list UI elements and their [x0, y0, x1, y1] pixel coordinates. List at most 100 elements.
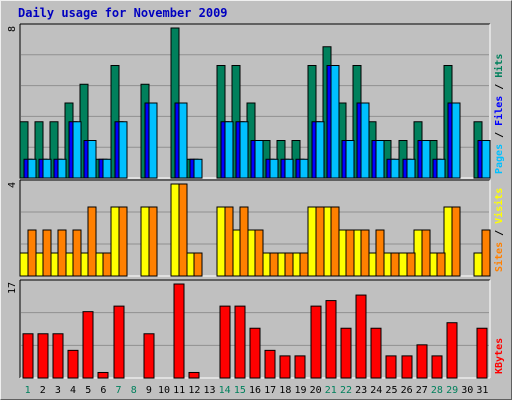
bar-pages-day-6 — [102, 158, 112, 179]
x-tick-label-day-24: 24 — [370, 385, 382, 396]
legend-entry-sites: Sites — [493, 242, 505, 272]
bar-kbytes-day-22 — [340, 327, 352, 379]
bar-sites-day-5 — [87, 206, 97, 277]
legend-middle: Sites / Visits — [493, 188, 505, 272]
legend-entry-visits: Visits — [493, 188, 505, 224]
x-tick-label-day-6: 6 — [100, 385, 106, 396]
bar-sites-day-15 — [239, 206, 249, 277]
legend-entry-hits: Hits — [493, 54, 505, 78]
bar-sites-day-29 — [451, 206, 461, 277]
bar-kbytes-day-9 — [143, 333, 155, 379]
x-tick-label-day-18: 18 — [279, 385, 291, 396]
bar-sites-day-22 — [345, 229, 355, 277]
bar-pages-day-11 — [178, 102, 188, 179]
bar-kbytes-day-7 — [113, 305, 125, 379]
bar-kbytes-day-5 — [82, 311, 94, 379]
x-tick-label-day-31: 31 — [476, 385, 488, 396]
x-tick-label-day-22: 22 — [340, 385, 352, 396]
bar-sites-day-19 — [299, 252, 309, 277]
bar-kbytes-day-26 — [401, 355, 413, 379]
x-tick-label-day-23: 23 — [355, 385, 367, 396]
bar-pages-day-23 — [360, 102, 370, 179]
x-tick-label-day-8: 8 — [131, 385, 137, 396]
bar-pages-day-12 — [193, 158, 203, 179]
bar-kbytes-day-2 — [37, 333, 49, 379]
bar-pages-day-24 — [375, 140, 385, 179]
x-tick-label-day-5: 5 — [85, 385, 91, 396]
bar-sites-day-3 — [57, 229, 67, 277]
bar-sites-day-25 — [390, 252, 400, 277]
bar-kbytes-day-4 — [67, 349, 79, 379]
y-max-label-middle: 4 — [7, 182, 18, 188]
bar-kbytes-day-31 — [476, 327, 488, 379]
bar-kbytes-day-27 — [416, 344, 428, 379]
bar-sites-day-1 — [27, 229, 37, 277]
x-tick-label-day-3: 3 — [55, 385, 61, 396]
bar-pages-day-14 — [224, 121, 234, 179]
bar-sites-day-6 — [102, 252, 112, 277]
y-max-label-top: 8 — [7, 26, 18, 32]
bar-pages-day-9 — [148, 102, 158, 179]
bar-visits-day-9 — [140, 206, 150, 277]
bar-sites-day-14 — [224, 206, 234, 277]
bar-kbytes-day-17 — [264, 349, 276, 379]
bar-pages-day-26 — [406, 158, 416, 179]
x-tick-label-day-20: 20 — [310, 385, 322, 396]
legend-bottom: KBytes — [494, 338, 505, 374]
bar-sites-day-20 — [315, 206, 325, 277]
bar-kbytes-day-12 — [188, 371, 200, 379]
bar-pages-day-16 — [254, 140, 264, 179]
bar-pages-day-19 — [299, 158, 309, 179]
bar-kbytes-day-25 — [385, 355, 397, 379]
legend-entry-kbytes: KBytes — [494, 338, 505, 374]
bar-pages-day-20 — [315, 121, 325, 179]
bar-kbytes-day-21 — [325, 300, 337, 379]
x-tick-label-day-7: 7 — [116, 385, 122, 396]
bar-sites-day-7 — [118, 206, 128, 277]
x-tick-label-day-19: 19 — [294, 385, 306, 396]
bar-pages-day-15 — [239, 121, 249, 179]
bar-visits-day-11 — [170, 183, 180, 277]
bar-visits-day-14 — [216, 206, 226, 277]
bar-sites-day-21 — [330, 206, 340, 277]
x-tick-label-day-9: 9 — [146, 385, 152, 396]
bar-sites-day-11 — [178, 183, 188, 277]
legend-entry-files: Files — [493, 96, 505, 126]
bar-kbytes-day-6 — [97, 371, 109, 379]
bar-kbytes-day-15 — [234, 305, 246, 379]
bar-kbytes-day-19 — [294, 355, 306, 379]
x-tick-label-day-28: 28 — [431, 385, 443, 396]
bar-pages-day-1 — [27, 158, 37, 179]
x-tick-label-day-1: 1 — [25, 385, 31, 396]
x-tick-label-day-27: 27 — [416, 385, 428, 396]
bar-sites-day-16 — [254, 229, 264, 277]
bar-pages-day-27 — [421, 140, 431, 179]
bar-kbytes-day-14 — [219, 305, 231, 379]
bar-kbytes-day-28 — [431, 355, 443, 379]
x-tick-label-day-30: 30 — [461, 385, 473, 396]
x-tick-label-day-2: 2 — [40, 385, 46, 396]
bar-pages-day-28 — [436, 158, 446, 179]
legend-top: Pages / Files / Hits — [493, 54, 505, 174]
bar-kbytes-day-1 — [22, 333, 34, 379]
bar-sites-day-27 — [421, 229, 431, 277]
bar-pages-day-5 — [87, 140, 97, 179]
x-tick-label-day-21: 21 — [325, 385, 337, 396]
x-tick-label-day-15: 15 — [234, 385, 246, 396]
bar-pages-day-31 — [481, 140, 491, 179]
bar-pages-day-4 — [72, 121, 82, 179]
x-tick-label-day-14: 14 — [219, 385, 231, 396]
bar-pages-day-22 — [345, 140, 355, 179]
bar-kbytes-day-20 — [310, 305, 322, 379]
x-tick-label-day-13: 13 — [203, 385, 215, 396]
bar-sites-day-28 — [436, 252, 446, 277]
legend-entry-pages: Pages — [494, 144, 505, 174]
bar-sites-day-9 — [148, 206, 158, 277]
bar-kbytes-day-16 — [249, 327, 261, 379]
bar-kbytes-day-3 — [52, 333, 64, 379]
bar-pages-day-17 — [269, 158, 279, 179]
x-tick-label-day-12: 12 — [188, 385, 200, 396]
x-tick-label-day-11: 11 — [173, 385, 185, 396]
bar-sites-day-31 — [481, 229, 491, 277]
bar-kbytes-day-18 — [279, 355, 291, 379]
